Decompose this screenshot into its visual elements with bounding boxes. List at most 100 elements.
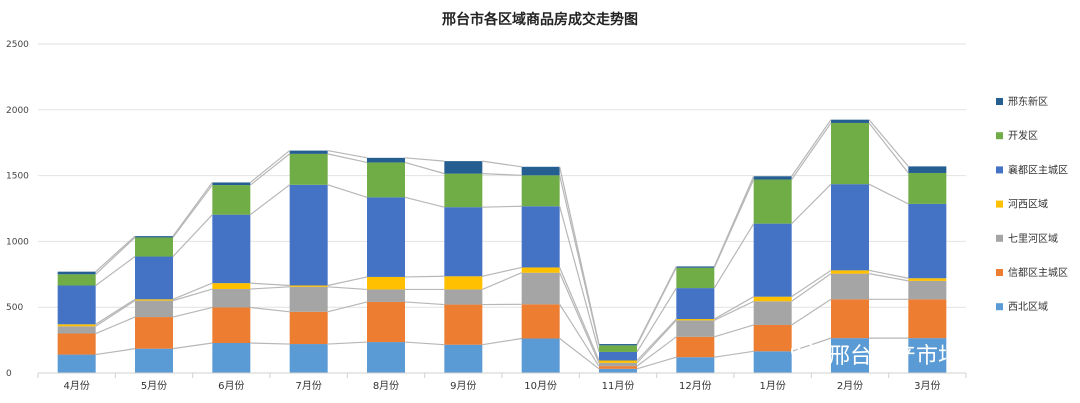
bar-segment bbox=[676, 319, 715, 321]
y-tick-label: 1000 bbox=[6, 237, 29, 247]
bar-segment bbox=[521, 166, 560, 176]
bar-segment bbox=[521, 175, 560, 207]
legend-label: 西北区域 bbox=[1008, 300, 1048, 313]
bar-segment bbox=[57, 354, 96, 373]
bar-segment bbox=[831, 270, 869, 274]
bar-segment bbox=[135, 256, 173, 300]
bar-segment bbox=[908, 299, 947, 339]
bar-segment bbox=[289, 285, 328, 287]
bar-segment bbox=[753, 223, 792, 297]
bar-segment bbox=[444, 173, 483, 208]
bar-segment bbox=[521, 304, 560, 339]
bar-segment bbox=[676, 320, 715, 337]
legend-swatch bbox=[996, 269, 1003, 276]
x-tick-label: 4月份 bbox=[63, 380, 89, 392]
x-tick-label: 1月份 bbox=[759, 380, 785, 392]
legend-label: 襄都区主城区 bbox=[1008, 163, 1068, 176]
bar-segment bbox=[753, 351, 792, 373]
legend-swatch bbox=[996, 303, 1003, 311]
y-tick-label: 1500 bbox=[6, 172, 29, 182]
bar-segment bbox=[676, 357, 715, 373]
y-tick-label: 0 bbox=[6, 369, 12, 379]
y-tick-label: 2000 bbox=[6, 106, 29, 116]
bar-segment bbox=[212, 214, 251, 284]
bar-segment bbox=[831, 338, 869, 373]
bar-segment bbox=[212, 182, 251, 186]
series-connector-line bbox=[95, 183, 909, 353]
bar-segment bbox=[57, 271, 96, 275]
x-tick-label: 12月份 bbox=[679, 380, 712, 392]
x-tick-label: 5月份 bbox=[141, 380, 167, 392]
bar-segment bbox=[289, 150, 328, 154]
bars bbox=[57, 119, 947, 373]
bar-segment bbox=[289, 184, 328, 286]
bar-segment bbox=[444, 276, 483, 290]
bar-segment bbox=[599, 344, 637, 346]
bar-segment bbox=[135, 300, 173, 318]
y-tick-label: 500 bbox=[6, 303, 23, 313]
bar-segment bbox=[135, 236, 173, 238]
wechat-icon bbox=[791, 341, 824, 368]
bar-segment bbox=[521, 267, 560, 273]
series-connector-line bbox=[95, 266, 909, 361]
bar-segment bbox=[289, 344, 328, 373]
bar-segment bbox=[367, 301, 405, 343]
bar-segment bbox=[135, 237, 173, 257]
bar-segment bbox=[599, 362, 637, 367]
bar-segment bbox=[908, 338, 947, 373]
legend-label: 河西区域 bbox=[1008, 198, 1048, 211]
legend-swatch bbox=[996, 166, 1003, 174]
bar-segment bbox=[444, 304, 483, 345]
legend-label: 邢东新区 bbox=[1008, 95, 1048, 108]
bar-segment bbox=[676, 267, 715, 289]
bar-segment bbox=[753, 301, 792, 325]
bar-segment bbox=[367, 197, 405, 277]
bar-segment bbox=[135, 317, 173, 349]
bar-segment bbox=[908, 203, 947, 279]
bar-segment bbox=[212, 289, 251, 308]
grid-lines bbox=[38, 43, 966, 374]
bar-segment bbox=[908, 166, 947, 173]
legend-swatch bbox=[996, 200, 1003, 208]
bar-segment bbox=[367, 162, 405, 198]
bar-segment bbox=[444, 207, 483, 277]
bar-segment bbox=[289, 153, 328, 185]
series-connector-line bbox=[95, 272, 909, 364]
bar-segment bbox=[676, 266, 715, 268]
bar-segment bbox=[831, 273, 869, 300]
bar-segment bbox=[57, 326, 96, 334]
bar-segment bbox=[57, 333, 96, 355]
bar-segment bbox=[676, 336, 715, 358]
x-tick-label: 7月份 bbox=[295, 380, 321, 392]
series-connector-line bbox=[95, 119, 909, 345]
y-tick-label: 2500 bbox=[6, 40, 29, 50]
x-tick-label: 9月份 bbox=[450, 380, 476, 392]
bar-segment bbox=[599, 366, 637, 369]
bar-segment bbox=[521, 206, 560, 268]
watermark: 邢台地产市场研究 bbox=[791, 341, 1004, 369]
x-tick-label: 3月份 bbox=[914, 380, 940, 392]
legend-swatch bbox=[996, 132, 1003, 140]
bar-segment bbox=[135, 348, 173, 373]
bar-segment bbox=[367, 157, 405, 163]
bar-segment bbox=[367, 289, 405, 302]
bar-segment bbox=[212, 307, 251, 343]
bar-segment bbox=[599, 360, 637, 363]
bar-segment bbox=[444, 344, 483, 373]
bar-segment bbox=[521, 338, 560, 373]
bar-segment bbox=[212, 342, 251, 373]
watermark-text: 邢台地产市场研究 bbox=[828, 344, 1004, 369]
chart-title: 邢台市各区域商品房成交走势图 bbox=[441, 11, 638, 28]
bar-segment bbox=[212, 283, 251, 290]
x-tick-label: 2月份 bbox=[837, 380, 863, 392]
bar-segment bbox=[753, 324, 792, 352]
x-tick-label: 6月份 bbox=[218, 380, 244, 392]
x-tick-label: 11月份 bbox=[602, 380, 635, 392]
bar-segment bbox=[599, 368, 637, 373]
bar-segment bbox=[57, 324, 96, 327]
bar-segment bbox=[831, 122, 869, 185]
trend-lines bbox=[95, 119, 909, 370]
bar-segment bbox=[135, 299, 173, 301]
